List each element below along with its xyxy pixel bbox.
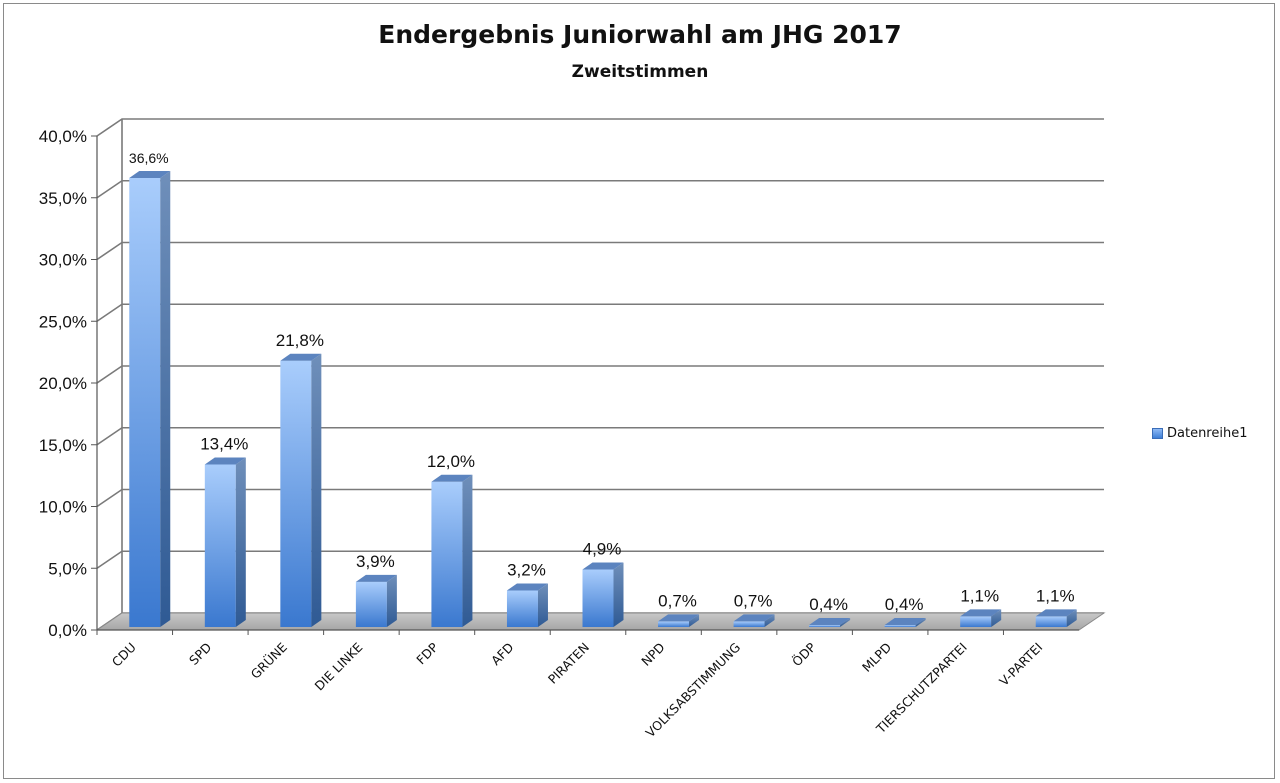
bar xyxy=(506,583,548,627)
y-tick-label: 5,0% xyxy=(48,559,87,578)
bar-top xyxy=(1035,609,1077,617)
data-label: 21,8% xyxy=(276,331,324,350)
bar xyxy=(960,609,1002,627)
x-tick-label: V-PARTEI xyxy=(996,640,1045,689)
bar-top xyxy=(506,583,548,591)
y-tick-label: 15,0% xyxy=(39,436,87,455)
bar-top xyxy=(658,614,700,622)
bar-front xyxy=(733,621,765,627)
bar xyxy=(582,562,624,627)
data-label: 4,9% xyxy=(583,539,622,558)
y-tick-label: 30,0% xyxy=(39,251,87,270)
y-tick-label: 40,0% xyxy=(39,127,87,146)
y-tick-label: 20,0% xyxy=(39,374,87,393)
bar-side xyxy=(537,583,548,627)
bar-side xyxy=(915,618,926,627)
data-label: 0,4% xyxy=(809,595,848,614)
bar-front xyxy=(960,616,992,627)
gridline xyxy=(96,118,1104,137)
chart-frame xyxy=(3,3,1275,779)
bar-front xyxy=(506,590,538,627)
bar xyxy=(280,353,322,627)
data-label: 3,2% xyxy=(507,560,546,579)
bar-front xyxy=(884,625,916,627)
bar-top xyxy=(884,618,926,626)
x-tick-label: AFD xyxy=(488,640,517,669)
y-tick-label: 10,0% xyxy=(39,498,87,517)
data-label: 36,6% xyxy=(129,150,169,166)
data-label: 3,9% xyxy=(356,552,395,571)
bar-top xyxy=(355,574,397,582)
data-label: 0,4% xyxy=(885,595,924,614)
bar xyxy=(733,614,775,627)
data-label: 0,7% xyxy=(734,591,773,610)
x-tick-label: SPD xyxy=(186,640,214,668)
chart-title: Endergebnis Juniorwahl am JHG 2017 xyxy=(378,20,902,49)
gridline xyxy=(96,365,1104,384)
x-tick-label: MLPD xyxy=(859,640,894,675)
bar xyxy=(355,574,397,627)
bar-side xyxy=(689,614,700,627)
bar-front xyxy=(129,177,161,628)
x-tick-label: ÖDP xyxy=(788,638,819,669)
bar-side xyxy=(764,614,775,627)
bar-top xyxy=(204,457,246,465)
data-label: 1,1% xyxy=(1036,586,1075,605)
bar-side xyxy=(386,574,397,627)
legend: Datenreihe1 xyxy=(1152,426,1248,441)
bar-front xyxy=(280,360,312,627)
bar xyxy=(129,170,171,628)
legend-swatch xyxy=(1152,428,1163,439)
x-tick-label: NPD xyxy=(638,640,667,669)
bar-front xyxy=(658,621,690,627)
x-tick-label: PIRATEN xyxy=(545,640,592,687)
x-tick-label: CDU xyxy=(109,640,139,670)
y-tick-label: 35,0% xyxy=(39,189,87,208)
data-label: 1,1% xyxy=(960,586,999,605)
x-tick-label: GRÜNE xyxy=(247,639,290,682)
data-label: 12,0% xyxy=(427,452,475,471)
gridline xyxy=(96,303,1104,322)
bar-side xyxy=(462,474,473,627)
chart-subtitle: Zweitstimmen xyxy=(571,62,709,82)
bar-front xyxy=(582,569,614,627)
bar xyxy=(884,618,926,627)
bar-top xyxy=(431,474,473,482)
bar xyxy=(658,614,700,627)
bar-side xyxy=(1066,609,1077,627)
bar-front xyxy=(355,581,387,627)
bar xyxy=(431,474,473,627)
gridline xyxy=(96,179,1104,199)
bar-side xyxy=(840,618,851,627)
bar-top xyxy=(733,614,775,622)
bar-side xyxy=(235,457,246,627)
gridline xyxy=(96,488,1104,508)
x-tick-label: FDP xyxy=(413,639,441,667)
bar-side xyxy=(613,562,624,627)
bar-side xyxy=(160,170,171,628)
bar xyxy=(1035,609,1077,627)
bar-top xyxy=(280,353,322,361)
bar xyxy=(809,618,851,627)
data-label: 0,7% xyxy=(658,591,697,610)
x-tick-label: DIE LINKE xyxy=(312,639,366,693)
gridline xyxy=(96,241,1104,261)
bar xyxy=(204,457,246,627)
bar-front xyxy=(431,481,463,627)
bar-side xyxy=(991,609,1002,627)
bar-top xyxy=(960,609,1002,617)
data-label: 13,4% xyxy=(200,435,248,454)
bar-side xyxy=(311,353,322,627)
bar-top xyxy=(809,618,851,626)
bar-top xyxy=(129,170,171,178)
bar-front xyxy=(204,464,236,627)
y-tick-label: 25,0% xyxy=(39,312,87,331)
bar-front xyxy=(809,625,841,627)
bar-front xyxy=(1035,616,1067,627)
y-tick-label: 0,0% xyxy=(48,621,87,640)
legend-label: Datenreihe1 xyxy=(1167,426,1248,441)
bar-top xyxy=(582,562,624,570)
